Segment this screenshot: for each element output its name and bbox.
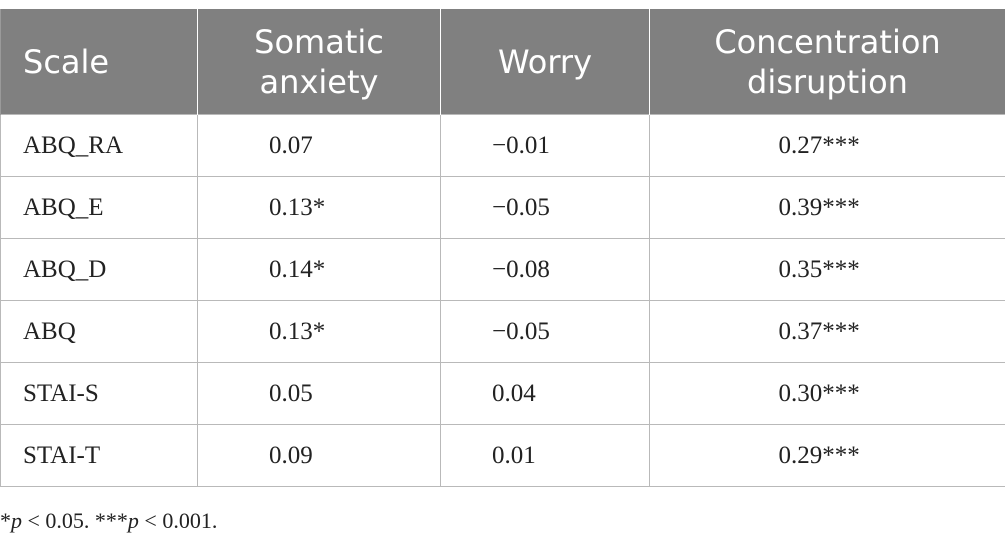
header-somatic-line2: anxiety	[259, 62, 379, 101]
cell-worry: 0.01	[440, 424, 650, 487]
cell-scale: ABQ_E	[0, 176, 198, 239]
cell-worry: −0.08	[440, 238, 650, 301]
value-somatic: 0.07	[269, 131, 313, 159]
value-worry: 0.04	[492, 379, 536, 407]
header-concentration-line2: disruption	[747, 62, 908, 101]
value-worry: −0.05	[492, 317, 550, 345]
value-somatic: 0.05	[269, 379, 313, 407]
value-somatic: 0.14*	[269, 255, 326, 283]
table-row: STAI-S 0.05 0.04 0.30***	[0, 362, 1005, 425]
header-concentration-line1: Concentration	[714, 22, 941, 61]
correlation-table: Scale Somatic anxiety Worry Concentratio…	[0, 9, 1005, 487]
cell-somatic: 0.13*	[197, 300, 441, 363]
header-concentration-disruption: Concentration disruption	[649, 9, 1005, 115]
value-worry: −0.05	[492, 193, 550, 221]
cell-somatic: 0.07	[197, 114, 441, 177]
cell-scale: STAI-T	[0, 424, 198, 487]
cell-worry: −0.05	[440, 176, 650, 239]
footnote-threshold-2: < 0.001.	[138, 508, 218, 533]
value-concentration: 0.29***	[778, 441, 860, 469]
value-somatic: 0.09	[269, 441, 313, 469]
header-scale-label: Scale	[23, 42, 110, 81]
table-row: ABQ 0.13* −0.05 0.37***	[0, 300, 1005, 363]
table-header: Scale Somatic anxiety Worry Concentratio…	[0, 9, 1005, 115]
cell-concentration: 0.37***	[649, 300, 1005, 363]
header-somatic-anxiety: Somatic anxiety	[197, 9, 441, 115]
header-scale: Scale	[0, 9, 198, 115]
table-row: ABQ_E 0.13* −0.05 0.39***	[0, 176, 1005, 239]
value-worry: −0.01	[492, 131, 550, 159]
value-concentration: 0.37***	[778, 317, 860, 345]
cell-scale: ABQ_RA	[0, 114, 198, 177]
footnote-p-symbol: p	[127, 508, 139, 533]
footnote-threshold-1: < 0.05. ***	[22, 508, 128, 533]
value-concentration: 0.39***	[778, 193, 860, 221]
table-row: ABQ_RA 0.07 −0.01 0.27***	[0, 114, 1005, 177]
value-concentration: 0.27***	[778, 131, 860, 159]
cell-scale: ABQ_D	[0, 238, 198, 301]
cell-concentration: 0.30***	[649, 362, 1005, 425]
cell-concentration: 0.27***	[649, 114, 1005, 177]
header-worry-label: Worry	[497, 42, 593, 81]
correlation-table-container: Scale Somatic anxiety Worry Concentratio…	[0, 9, 1005, 487]
cell-worry: −0.05	[440, 300, 650, 363]
cell-somatic: 0.14*	[197, 238, 441, 301]
cell-scale: ABQ	[0, 300, 198, 363]
table-row: STAI-T 0.09 0.01 0.29***	[0, 424, 1005, 487]
header-row: Scale Somatic anxiety Worry Concentratio…	[0, 9, 1005, 115]
cell-somatic: 0.13*	[197, 176, 441, 239]
cell-scale: STAI-S	[0, 362, 198, 425]
cell-worry: 0.04	[440, 362, 650, 425]
table-footnote: *p < 0.05. ***p < 0.001.	[0, 508, 217, 534]
value-somatic: 0.13*	[269, 193, 326, 221]
footnote-p-symbol: p	[11, 508, 22, 533]
table-body: ABQ_RA 0.07 −0.01 0.27*** ABQ_E 0.13* −0…	[0, 114, 1005, 487]
value-concentration: 0.35***	[778, 255, 860, 283]
header-somatic-line1: Somatic	[254, 22, 384, 61]
cell-worry: −0.01	[440, 114, 650, 177]
value-concentration: 0.30***	[778, 379, 860, 407]
header-worry: Worry	[440, 9, 650, 115]
footnote-star: *	[0, 508, 11, 533]
value-worry: −0.08	[492, 255, 550, 283]
cell-concentration: 0.29***	[649, 424, 1005, 487]
cell-concentration: 0.39***	[649, 176, 1005, 239]
value-worry: 0.01	[492, 441, 536, 469]
cell-concentration: 0.35***	[649, 238, 1005, 301]
table-row: ABQ_D 0.14* −0.08 0.35***	[0, 238, 1005, 301]
value-somatic: 0.13*	[269, 317, 326, 345]
cell-somatic: 0.05	[197, 362, 441, 425]
cell-somatic: 0.09	[197, 424, 441, 487]
